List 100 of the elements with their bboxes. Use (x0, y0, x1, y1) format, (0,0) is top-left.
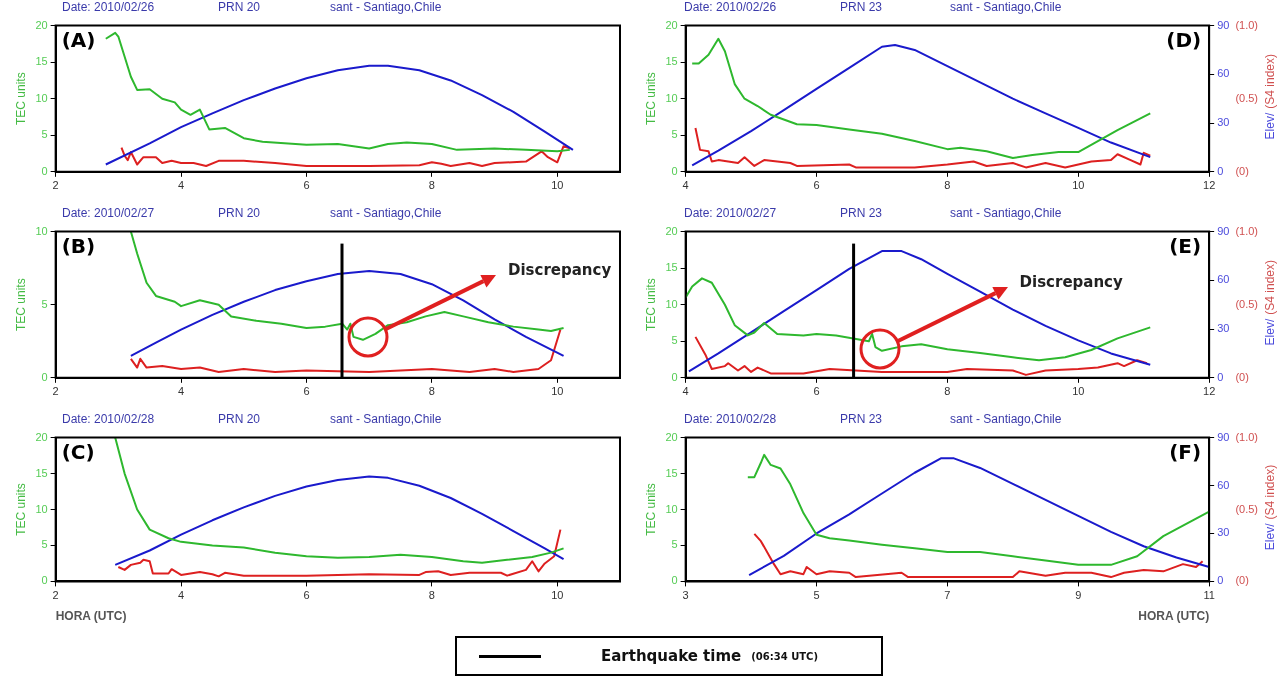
chart-subtitle: PRN 20 (218, 206, 261, 220)
y-tick-label: 15 (35, 55, 48, 68)
y3-tick-label: (0) (1235, 164, 1249, 177)
chart-title: Date: 2010/02/27 (62, 206, 155, 220)
y-tick-label: 15 (35, 466, 48, 479)
y-tick-label: 0 (671, 164, 678, 177)
y-tick-label: 5 (41, 538, 48, 551)
x-tick-label: 2 (52, 179, 59, 192)
y2-tick-label: 90 (1217, 224, 1230, 237)
y2-axis-title: Elev/ (1263, 522, 1278, 551)
y3-tick-label: (0.5) (1235, 502, 1259, 515)
x-tick-label: 6 (303, 385, 310, 398)
y-tick-label: 10 (665, 297, 678, 310)
y2-axis-title: Elev/ (1263, 112, 1278, 140)
chart-subtitle: PRN 20 (218, 0, 261, 14)
y-tick-label: 5 (41, 128, 48, 141)
y-tick-label: 20 (665, 224, 678, 237)
y-axis-title: TEC units (643, 72, 658, 126)
chart-title: Date: 2010/02/26 (684, 0, 777, 14)
y-tick-label: 5 (671, 128, 678, 141)
chart-title: Date: 2010/02/28 (62, 412, 155, 426)
annotation: Discrepancy (508, 261, 612, 280)
ref-line-label: Earthquake time (601, 647, 742, 665)
x-tick-label: 7 (944, 589, 951, 602)
y3-tick-label: (0.5) (1235, 297, 1259, 310)
y-tick-label: 10 (35, 91, 48, 104)
chart-subtitle: PRN 23 (840, 0, 883, 14)
y-tick-label: 10 (35, 502, 48, 515)
x-tick-label: 8 (428, 589, 435, 602)
chart-title: Date: 2010/02/28 (684, 412, 777, 426)
x-tick-label: 4 (177, 589, 185, 602)
y-tick-label: 10 (665, 502, 678, 515)
x-tick-label: 10 (1072, 385, 1085, 398)
y-tick-label: 10 (35, 224, 48, 237)
y-tick-label: 0 (41, 370, 48, 383)
x-tick-label: 10 (1072, 179, 1085, 192)
chart-subtitle: PRN 23 (840, 412, 883, 426)
x-tick-label: 4 (177, 385, 185, 398)
y2-tick-label: 30 (1217, 526, 1230, 539)
y-tick-label: 0 (41, 574, 48, 587)
text: sant - Santiago,Chile (950, 206, 1062, 220)
x-tick-label: 12 (1203, 179, 1216, 192)
y2-tick-label: 60 (1217, 478, 1230, 491)
y-tick-label: 5 (671, 334, 678, 347)
x-tick-label: 10 (551, 179, 564, 192)
annotation: (B) (61, 233, 96, 258)
y-tick-label: 15 (665, 466, 678, 479)
y2-tick-label: 90 (1217, 430, 1230, 443)
y2-tick-label: 0 (1217, 370, 1224, 383)
annotation: (D) (1166, 27, 1202, 52)
text: sant - Santiago,Chile (330, 412, 442, 426)
y2-axis-title: Elev/ (1263, 318, 1278, 346)
x-tick-label: 4 (682, 385, 689, 398)
x-tick-label: 4 (177, 179, 185, 192)
y2-tick-label: 60 (1217, 67, 1230, 80)
annotation: Discrepancy (1019, 273, 1123, 292)
x-tick-label: 11 (1203, 589, 1215, 602)
x-tick-label: 2 (52, 385, 59, 398)
annotation: (A) (61, 27, 96, 52)
y3-axis-title: (S4 index) (1263, 54, 1278, 109)
chart-subtitle: PRN 23 (840, 206, 883, 220)
y-tick-label: 0 (671, 574, 678, 587)
x-tick-label: 4 (682, 179, 689, 192)
y2-tick-label: 30 (1217, 116, 1230, 129)
text: sant - Santiago,Chile (330, 0, 442, 14)
y2-tick-label: 30 (1217, 322, 1230, 335)
y-axis-title: TEC units (643, 483, 658, 536)
y-tick-label: 15 (665, 261, 678, 274)
chart-subtitle: PRN 20 (218, 412, 261, 426)
x-tick-label: 8 (944, 385, 951, 398)
y3-axis-title: (S4 index) (1263, 260, 1278, 315)
chart-title: Date: 2010/02/27 (684, 206, 777, 220)
y-tick-label: 20 (35, 430, 48, 443)
x-axis-title: HORA (UTC) (55, 609, 127, 624)
y-axis-title: TEC units (643, 278, 658, 332)
chart-title: Date: 2010/02/26 (62, 0, 155, 14)
text: sant - Santiago,Chile (950, 412, 1062, 426)
y3-tick-label: (1.0) (1235, 430, 1259, 443)
y3-tick-label: (0.5) (1235, 91, 1259, 104)
y3-tick-label: (0) (1235, 574, 1249, 587)
y-axis-title: TEC units (13, 278, 28, 332)
y2-tick-label: 0 (1217, 164, 1224, 177)
x-tick-label: 5 (813, 589, 820, 602)
text: sant - Santiago,Chile (950, 0, 1062, 14)
x-tick-label: 12 (1203, 385, 1216, 398)
x-tick-label: 6 (813, 385, 820, 398)
x-axis-title: HORA (UTC) (1138, 609, 1210, 624)
y2-tick-label: 90 (1217, 18, 1230, 31)
x-tick-label: 2 (52, 589, 59, 602)
x-tick-label: 6 (813, 179, 820, 192)
text: sant - Santiago,Chile (330, 206, 442, 220)
y3-axis-title: (S4 index) (1263, 464, 1278, 520)
x-tick-label: 6 (303, 179, 310, 192)
x-tick-label: 8 (428, 385, 435, 398)
y3-tick-label: (1.0) (1235, 18, 1259, 31)
x-tick-label: 10 (551, 385, 564, 398)
y-axis-title: TEC units (13, 483, 28, 536)
y-tick-label: 15 (665, 55, 678, 68)
annotation: (E) (1169, 233, 1202, 258)
annotation: (C) (61, 439, 95, 464)
